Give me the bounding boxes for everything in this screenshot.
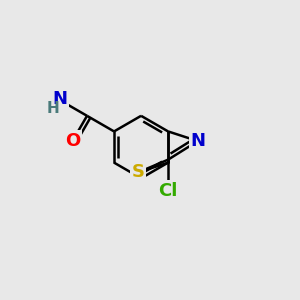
Text: H: H bbox=[47, 101, 60, 116]
Text: Cl: Cl bbox=[158, 182, 178, 200]
Text: N: N bbox=[190, 132, 205, 150]
Text: N: N bbox=[52, 90, 68, 108]
Text: S: S bbox=[132, 163, 145, 181]
Text: O: O bbox=[65, 132, 80, 150]
